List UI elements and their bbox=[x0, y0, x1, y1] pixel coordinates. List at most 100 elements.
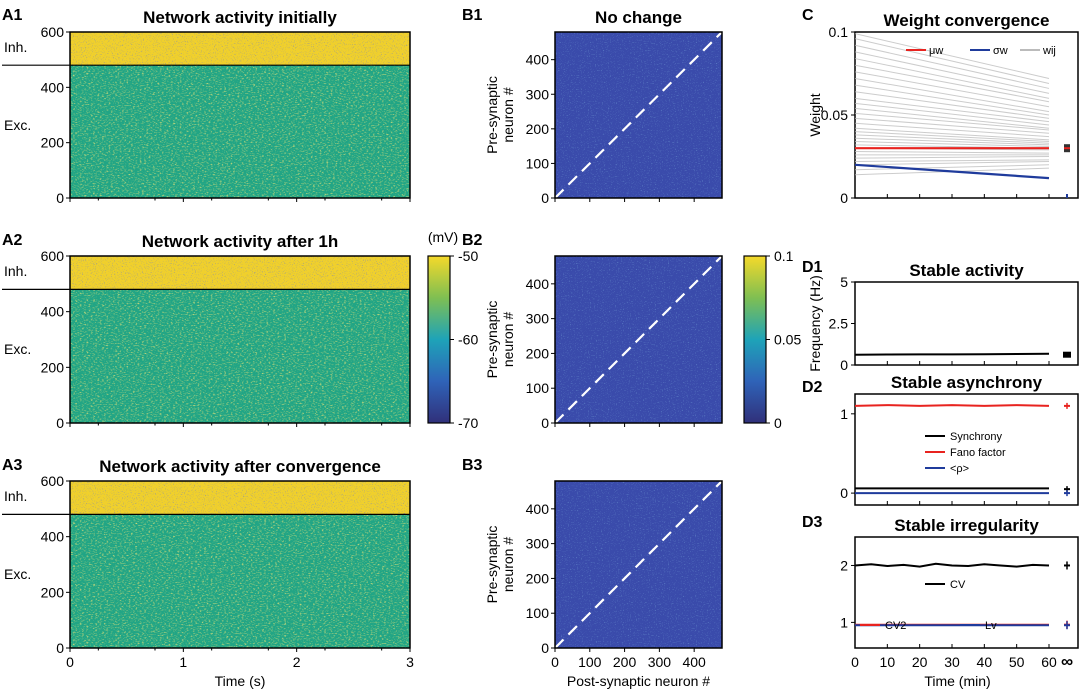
B3-ylabel-line1: Pre-synaptic bbox=[484, 526, 500, 604]
A1-inh-label: Inh. bbox=[4, 39, 27, 55]
B1-ylabel-line1: Pre-synaptic bbox=[484, 76, 500, 154]
A3-xtick-label: 0 bbox=[66, 654, 74, 670]
A1-ytick-label: 600 bbox=[41, 24, 65, 40]
A1-ytick-label: 400 bbox=[41, 79, 65, 95]
C-wij-line bbox=[854, 117, 1050, 134]
D3-xtick-label: 0 bbox=[851, 654, 859, 670]
A3-ytick-label: 200 bbox=[41, 584, 65, 600]
D3-legend-label: Lv bbox=[985, 620, 997, 632]
A3-xlabel: Time (s) bbox=[215, 673, 266, 689]
B1-frame bbox=[554, 31, 723, 199]
A2-ytick-label: 0 bbox=[56, 415, 64, 431]
C-wij-line bbox=[854, 156, 1050, 159]
B2-ytick-label: 200 bbox=[526, 345, 550, 361]
C-wij-line bbox=[854, 44, 1050, 89]
Acb-tick-label: -50 bbox=[458, 248, 478, 264]
C-wij-line bbox=[854, 122, 1050, 138]
C-ytick-label: 0 bbox=[840, 190, 848, 206]
B3-xtick-label: 400 bbox=[682, 654, 706, 670]
B2-ytick-label: 0 bbox=[541, 415, 549, 431]
A2-inh-texture bbox=[70, 256, 410, 290]
C-wij-line bbox=[854, 151, 1050, 154]
B1-panel-label: B1 bbox=[462, 7, 483, 24]
C-legend-label: μw bbox=[929, 45, 943, 57]
A3-ytick-label: 400 bbox=[41, 529, 65, 545]
B2-diagonal bbox=[554, 255, 723, 424]
C-wij-line bbox=[854, 64, 1050, 103]
A2-frame bbox=[69, 255, 411, 424]
D1-ytick-label: 5 bbox=[840, 274, 848, 290]
C-wij-line bbox=[854, 33, 1050, 79]
B3-xlabel: Post-synaptic neuron # bbox=[567, 673, 710, 689]
A2-exc-texture bbox=[70, 289, 410, 423]
D1-ylabel: Frequency (Hz) bbox=[807, 275, 823, 371]
A1-inh-texture bbox=[70, 32, 410, 66]
D1-title: Stable activity bbox=[909, 261, 1024, 280]
D3-cv-line bbox=[854, 562, 1050, 568]
B1-ytick-label: 400 bbox=[526, 52, 550, 68]
B2-frame bbox=[554, 255, 723, 424]
B2-ytick-label: 100 bbox=[526, 380, 550, 396]
C-wij-line bbox=[854, 127, 1050, 141]
B1-diagonal bbox=[554, 31, 723, 199]
A1-panel-label: A1 bbox=[2, 7, 23, 24]
B1-ytick-label: 300 bbox=[526, 86, 550, 102]
A3-xtick-label: 2 bbox=[293, 654, 301, 670]
A3-inh-texture bbox=[70, 481, 410, 515]
A2-inh-label: Inh. bbox=[4, 263, 27, 279]
C-wij-line bbox=[854, 84, 1050, 116]
A1-ytick-label: 0 bbox=[56, 190, 64, 206]
C-title: Weight convergence bbox=[884, 11, 1050, 30]
B3-ytick-label: 0 bbox=[541, 640, 549, 656]
D3-title: Stable irregularity bbox=[894, 516, 1039, 535]
B3-xtick-label: 200 bbox=[613, 654, 637, 670]
B3-xtick-label: 300 bbox=[648, 654, 672, 670]
C-wij-line bbox=[854, 131, 1050, 143]
B2-ylabel-line1: Pre-synaptic bbox=[484, 301, 500, 379]
Acb-unit: (mV) bbox=[428, 229, 458, 245]
B2-panel-label: B2 bbox=[462, 232, 483, 249]
B3-frame bbox=[554, 480, 723, 649]
B3-ylabel-line2: neuron # bbox=[500, 537, 516, 592]
B2-ytick-label: 400 bbox=[526, 276, 550, 292]
B1-title: No change bbox=[595, 8, 682, 27]
D1-inf-errorbar bbox=[1063, 351, 1071, 358]
C-legend-label: σw bbox=[993, 45, 1008, 57]
D3-legend-label: CV bbox=[950, 579, 966, 591]
Acb-tick-label: -70 bbox=[458, 415, 478, 431]
B3-ytick-label: 400 bbox=[526, 501, 550, 517]
D3-xtick-label: 30 bbox=[944, 654, 960, 670]
A1-exc-texture bbox=[70, 65, 410, 198]
C-legend-label: wij bbox=[1042, 45, 1056, 57]
C-ylabel: Weight bbox=[807, 93, 823, 136]
B1-ylabel-line2: neuron # bbox=[500, 87, 516, 142]
C-wij-line bbox=[854, 107, 1050, 129]
D3-legend-label: CV2 bbox=[885, 620, 906, 632]
D3-xtick-label: 10 bbox=[880, 654, 896, 670]
B1-ytick-label: 100 bbox=[526, 155, 550, 171]
D3-xtick-label: 40 bbox=[977, 654, 993, 670]
B3-xtick-label: 0 bbox=[551, 654, 559, 670]
D1-rate-line bbox=[854, 352, 1050, 356]
D2-fanofactor-line bbox=[854, 404, 1050, 407]
Bcb-tick-label: 0.1 bbox=[774, 248, 794, 264]
C-wij-line bbox=[854, 112, 1050, 131]
Bcb-bar bbox=[743, 255, 767, 424]
D3-inf-label: ∞ bbox=[1061, 652, 1073, 671]
A3-frame bbox=[69, 480, 411, 649]
C-wij-line bbox=[854, 97, 1050, 123]
A2-panel-label: A2 bbox=[2, 232, 23, 249]
C-wij-line bbox=[854, 159, 1050, 162]
C-wij-line bbox=[854, 51, 1050, 94]
B2-ylabel-line2: neuron # bbox=[500, 312, 516, 367]
A1-ytick-label: 200 bbox=[41, 135, 65, 151]
A2-ytick-label: 200 bbox=[41, 359, 65, 375]
A2-exc-label: Exc. bbox=[4, 341, 31, 357]
D2-panel-label: D2 bbox=[802, 379, 823, 396]
Bcb-tick-label: 0.05 bbox=[774, 332, 801, 348]
Acb-tick-label: -60 bbox=[458, 332, 478, 348]
D3-xtick-label: 20 bbox=[912, 654, 928, 670]
B3-diagonal bbox=[554, 480, 723, 649]
D3-ytick-label: 2 bbox=[840, 557, 848, 573]
A3-title: Network activity after convergence bbox=[99, 457, 381, 476]
